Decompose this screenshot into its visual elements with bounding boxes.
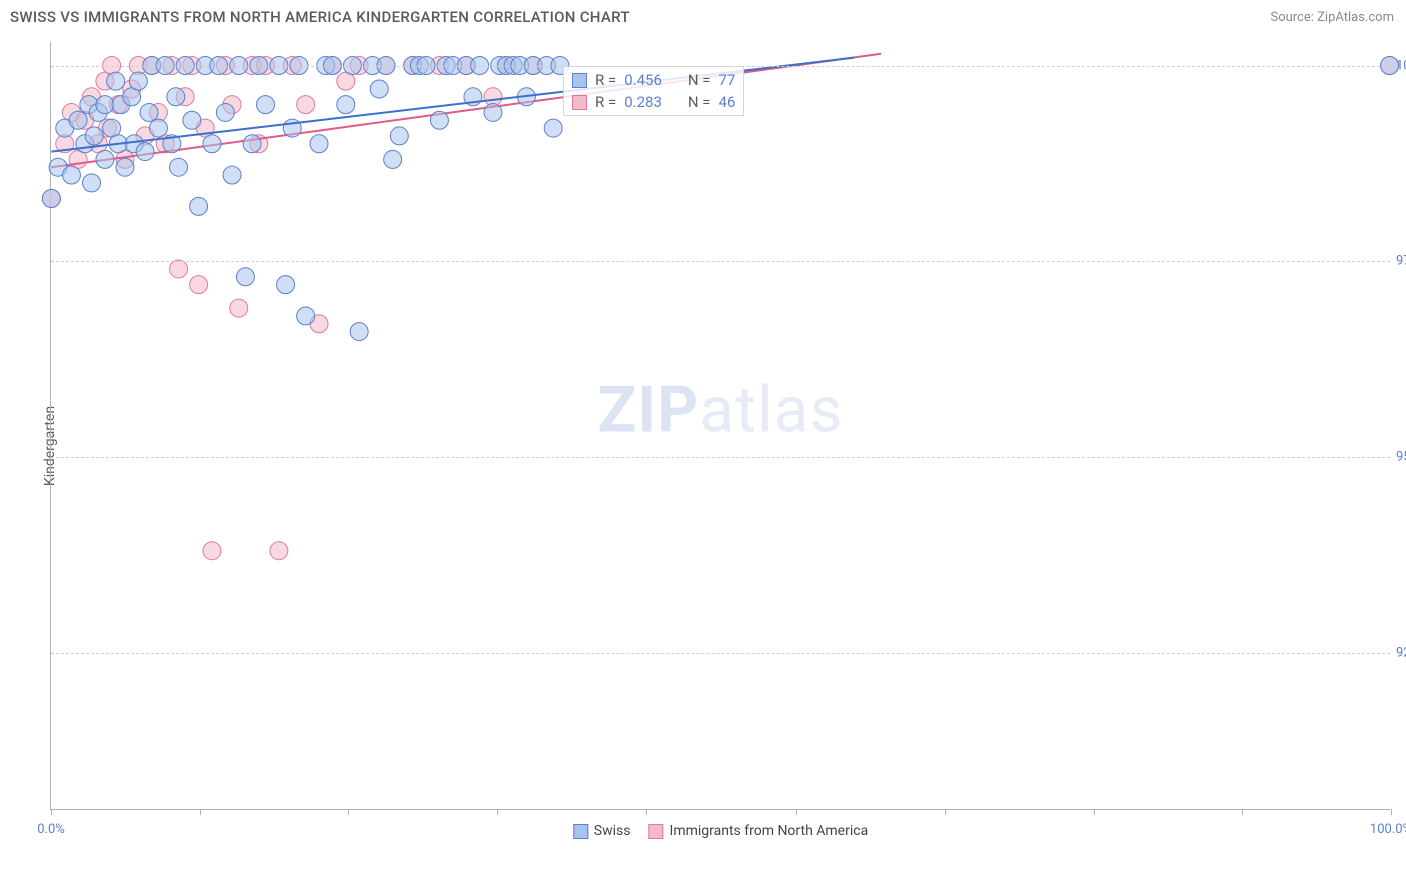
data-point-swiss	[167, 88, 185, 106]
data-point-swiss	[277, 276, 295, 294]
stats-r-prefix-2: R =	[595, 93, 616, 111]
xtick-mark	[1242, 809, 1243, 815]
data-point-nam	[203, 542, 221, 560]
data-point-swiss	[149, 119, 167, 137]
chart-title: SWISS VS IMMIGRANTS FROM NORTH AMERICA K…	[10, 8, 630, 26]
data-point-swiss	[484, 103, 502, 121]
bottom-legend: Swiss Immigrants from North America	[573, 823, 868, 839]
source-prefix: Source:	[1270, 10, 1317, 25]
data-point-swiss	[337, 96, 355, 114]
stats-legend-box: R = 0.456 N = 77 R = 0.283 N = 46	[563, 66, 744, 116]
data-point-swiss	[544, 119, 562, 137]
data-point-nam	[170, 260, 188, 278]
data-point-swiss	[69, 111, 87, 129]
legend-label-swiss: Swiss	[594, 823, 631, 839]
stats-row-nam: R = 0.283 N = 46	[570, 91, 737, 113]
ytick-label: 92.5%	[1396, 646, 1406, 661]
xtick-mark	[348, 809, 349, 815]
xtick-mark	[1094, 809, 1095, 815]
stats-r-nam: 0.283	[624, 93, 662, 111]
gridline-h	[51, 653, 1390, 654]
data-point-swiss	[107, 72, 125, 90]
data-point-swiss	[310, 135, 328, 153]
swatch-nam	[572, 95, 587, 110]
legend-swatch-nam	[649, 824, 664, 839]
legend-item-nam: Immigrants from North America	[649, 823, 869, 839]
ytick-label: 97.5%	[1396, 254, 1406, 269]
scatter-svg	[51, 42, 1390, 809]
stats-n-swiss: 77	[719, 71, 736, 89]
data-point-nam	[230, 299, 248, 317]
legend-swatch-swiss	[573, 824, 588, 839]
stats-n-prefix-2: N =	[688, 93, 711, 111]
data-point-swiss	[236, 268, 254, 286]
xtick-mark	[51, 809, 52, 815]
legend-item-swiss: Swiss	[573, 823, 631, 839]
xtick-mark	[646, 809, 647, 815]
data-point-swiss	[190, 197, 208, 215]
xtick-mark	[200, 809, 201, 815]
data-point-swiss	[297, 307, 315, 325]
chart-source: Source: ZipAtlas.com	[1270, 10, 1394, 25]
swatch-swiss	[572, 73, 587, 88]
chart-plot-area: ZIPatlas R = 0.456 N = 77 R = 0.283 N = …	[50, 42, 1390, 810]
xtick-mark	[1391, 809, 1392, 815]
ytick-label: 95.0%	[1396, 450, 1406, 465]
source-name: ZipAtlas.com	[1317, 10, 1394, 25]
stats-r-swiss: 0.456	[624, 71, 662, 89]
data-point-swiss	[390, 127, 408, 145]
xtick-label-last: 100.0%	[1370, 822, 1406, 837]
stats-n-nam: 46	[719, 93, 736, 111]
chart-header: SWISS VS IMMIGRANTS FROM NORTH AMERICA K…	[0, 0, 1406, 32]
data-point-swiss	[62, 166, 80, 184]
data-point-swiss	[140, 103, 158, 121]
data-point-swiss	[370, 80, 388, 98]
data-point-swiss	[42, 190, 60, 208]
data-point-swiss	[129, 72, 147, 90]
stats-row-swiss: R = 0.456 N = 77	[570, 69, 737, 91]
xtick-label-first: 0.0%	[37, 822, 65, 837]
data-point-swiss	[257, 96, 275, 114]
xtick-mark	[945, 809, 946, 815]
stats-n-prefix: N =	[688, 71, 711, 89]
stats-r-prefix: R =	[595, 71, 616, 89]
data-point-swiss	[183, 111, 201, 129]
data-point-swiss	[136, 143, 154, 161]
data-point-swiss	[116, 158, 134, 176]
gridline-h	[51, 261, 1390, 262]
xtick-mark	[796, 809, 797, 815]
data-point-nam	[297, 96, 315, 114]
data-point-nam	[270, 542, 288, 560]
data-point-swiss	[203, 135, 221, 153]
xtick-mark	[497, 809, 498, 815]
data-point-swiss	[216, 103, 234, 121]
data-point-nam	[190, 276, 208, 294]
data-point-swiss	[223, 166, 241, 184]
ytick-label: 100.0%	[1396, 58, 1406, 73]
data-point-swiss	[83, 174, 101, 192]
data-point-swiss	[96, 150, 114, 168]
data-point-swiss	[243, 135, 261, 153]
data-point-swiss	[96, 96, 114, 114]
data-point-swiss	[85, 127, 103, 145]
data-point-swiss	[430, 111, 448, 129]
data-point-swiss	[384, 150, 402, 168]
legend-label-nam: Immigrants from North America	[670, 823, 869, 839]
gridline-h	[51, 66, 1390, 67]
gridline-h	[51, 457, 1390, 458]
data-point-swiss	[350, 323, 368, 341]
data-point-swiss	[170, 158, 188, 176]
